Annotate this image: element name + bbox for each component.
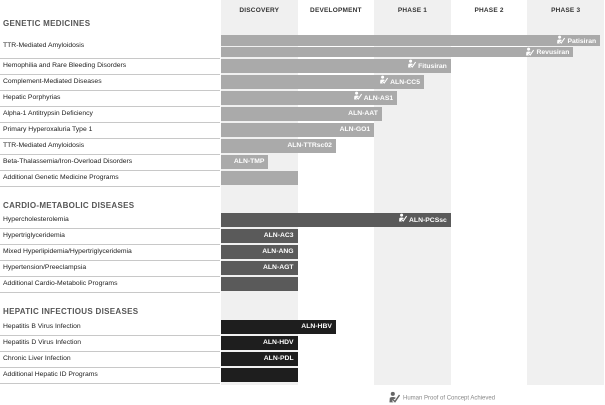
program-bar: ALN-HBV: [221, 320, 336, 334]
program-bar: ALN-TMP: [221, 155, 269, 169]
program-label: Patisiran: [567, 37, 597, 45]
indication-label: Additional Cardio-Metabolic Programs: [3, 280, 118, 287]
indication-label: Additional Genetic Medicine Programs: [3, 174, 119, 181]
program-label: ALN-PDL: [263, 355, 294, 362]
row-divider: [0, 276, 220, 277]
program-label: ALN-AS1: [363, 94, 394, 102]
program-label: ALN-GO1: [339, 126, 371, 133]
poc-check-icon: [525, 47, 536, 61]
program-bar: ALN-AC3: [221, 229, 298, 243]
program-bar: ALN-AAT: [221, 107, 382, 121]
row-divider: [0, 367, 220, 368]
phase-header: PHASE 1: [397, 7, 428, 14]
program-bar: ALN-ANG: [221, 245, 298, 259]
program-label: ALN-HBV: [301, 323, 332, 330]
program-bar: ALN-AS1: [221, 91, 398, 106]
indication-label: Hypertriglyceridemia: [3, 232, 65, 239]
poc-check-icon: [379, 75, 389, 90]
indication-label: Mixed Hyperlipidemia/Hypertriglyceridemi…: [3, 248, 132, 255]
row-divider: [0, 244, 220, 245]
row-divider: [0, 260, 220, 261]
poc-check-icon: [398, 213, 408, 228]
program-label: ALN-AGT: [263, 264, 294, 271]
program-bar: Revusiran: [221, 46, 574, 61]
section-title: CARDIO-METABOLIC DISEASES: [3, 201, 135, 210]
program-bar: [221, 171, 298, 185]
row-divider: [0, 186, 220, 187]
program-label: Fitusiran: [418, 62, 447, 70]
row-divider: [0, 154, 220, 155]
row-divider: [0, 90, 220, 91]
poc-check-icon: [556, 35, 567, 49]
poc-check-icon: [353, 91, 363, 106]
row-divider: [0, 170, 220, 171]
legend-label: Human Proof of Concept Achieved: [403, 395, 496, 402]
indication-label: Hepatitis B Virus Infection: [3, 323, 81, 330]
poc-check-icon: [407, 59, 417, 74]
row-divider: [0, 106, 220, 107]
program-bar: ALN-CC5: [221, 75, 424, 89]
legend: Human Proof of Concept Achieved: [388, 391, 495, 405]
indication-label: Hypertension/Preeclampsia: [3, 264, 87, 271]
row-divider: [0, 383, 220, 384]
program-bar: Fitusiran: [221, 59, 451, 73]
row-divider: [0, 228, 220, 229]
program-label: ALN-AAT: [348, 110, 378, 117]
phase-header: PHASE 3: [551, 7, 581, 14]
program-label: Revusiran: [536, 49, 570, 56]
indication-label: Hemophilia and Rare Bleeding Disorders: [3, 62, 127, 69]
program-label: ALN-TMP: [233, 158, 265, 165]
row-divider: [0, 122, 220, 123]
program-bar: ALN-HDV: [221, 336, 298, 350]
program-label: ALN-ANG: [262, 248, 294, 255]
program-label: ALN-AC3: [263, 232, 294, 239]
section-title: GENETIC MEDICINES: [3, 19, 91, 28]
program-bar: ALN-PDL: [221, 352, 298, 366]
program-bar: Patisiran: [221, 35, 601, 49]
program-label: ALN-HDV: [263, 339, 294, 346]
program-bar: ALN-PCSsc: [221, 213, 451, 227]
row-divider: [0, 138, 220, 139]
phase-column-band: [527, 0, 604, 385]
indication-label: Alpha-1 Antitrypsin Deficiency: [3, 110, 93, 117]
phase-column-band: [374, 0, 451, 385]
section-title: HEPATIC INFECTIOUS DISEASES: [3, 307, 139, 316]
indication-label: Beta-Thalassemia/Iron-Overload Disorders: [3, 158, 133, 165]
phase-header: DISCOVERY: [239, 7, 280, 14]
indication-label: Hypercholesterolemia: [3, 216, 69, 223]
indication-label: TTR-Mediated Amyloidosis: [3, 42, 85, 49]
program-bar: ALN-AGT: [221, 261, 298, 275]
row-divider: [0, 58, 220, 59]
program-bar: ALN-TTRsc02: [221, 139, 336, 153]
program-label: ALN-TTRsc02: [287, 142, 332, 149]
row-divider: [0, 351, 220, 352]
phase-header: PHASE 2: [474, 7, 504, 14]
program-label: ALN-CC5: [390, 78, 420, 86]
indication-label: Additional Hepatic ID Programs: [3, 371, 98, 378]
program-bar: [221, 368, 298, 382]
indication-label: Chronic Liver Infection: [3, 355, 71, 362]
program-bar: [221, 277, 298, 291]
poc-check-icon: [388, 391, 401, 405]
program-label: ALN-PCSsc: [409, 216, 447, 224]
row-divider: [0, 74, 220, 75]
indication-label: Complement-Mediated Diseases: [3, 78, 102, 85]
indication-label: Hepatitis D Virus Infection: [3, 339, 82, 346]
phase-header: DEVELOPMENT: [310, 7, 362, 14]
row-divider: [0, 335, 220, 336]
row-divider: [0, 292, 220, 293]
indication-label: Primary Hyperoxaluria Type 1: [3, 126, 93, 133]
program-bar: ALN-GO1: [221, 123, 375, 137]
indication-label: Hepatic Porphyrias: [3, 94, 61, 101]
indication-label: TTR-Mediated Amyloidosis: [3, 142, 85, 149]
